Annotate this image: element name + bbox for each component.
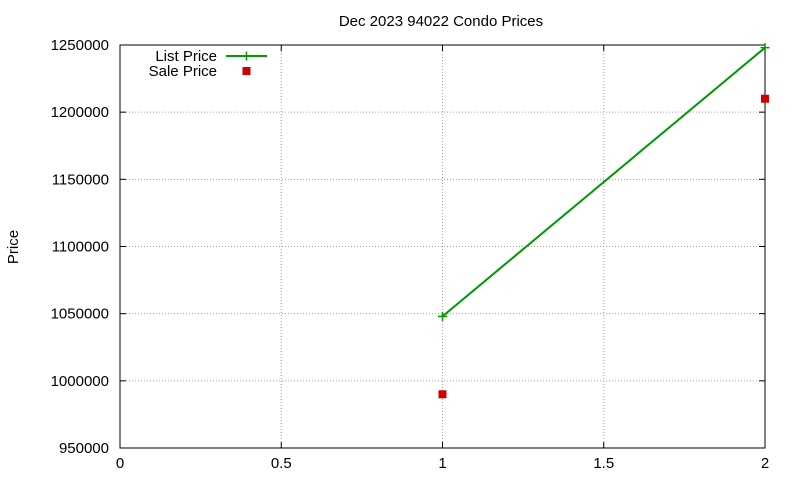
data-point xyxy=(438,311,447,321)
data-point xyxy=(760,43,770,53)
legend-label: Sale Price xyxy=(149,63,217,80)
y-tick-label: 1000000 xyxy=(51,373,109,390)
y-tick-label: 1250000 xyxy=(51,37,109,54)
x-tick-label: 0.5 xyxy=(271,455,292,472)
y-tick-label: 1150000 xyxy=(52,171,109,188)
data-point xyxy=(761,94,769,103)
x-tick-label: 2 xyxy=(761,455,769,472)
y-tick-label: 1100000 xyxy=(52,239,109,256)
legend-label: List Price xyxy=(155,48,217,65)
grid-lines xyxy=(120,45,765,448)
legend-marker xyxy=(242,67,251,75)
y-axis-label: Price xyxy=(5,230,22,264)
axis-ticks: 0 0.5 1 1.5 2 950000 1000000 1050000 1100000 1150… xyxy=(51,37,770,472)
series-sale-price xyxy=(438,94,769,399)
data-point xyxy=(438,390,447,399)
legend-marker xyxy=(242,51,251,61)
x-tick-label: 0 xyxy=(116,455,124,472)
series-line xyxy=(441,46,766,318)
x-tick-label: 1.5 xyxy=(593,455,614,472)
y-tick-label: 1050000 xyxy=(51,306,109,323)
series-list-price xyxy=(438,43,770,321)
series-layer xyxy=(438,43,770,399)
y-tick-label: 1200000 xyxy=(51,104,109,121)
x-tick-label: 1 xyxy=(438,455,446,472)
y-tick-label: 950000 xyxy=(59,440,109,457)
chart-title: Dec 2023 94022 Condo Prices xyxy=(339,13,543,30)
